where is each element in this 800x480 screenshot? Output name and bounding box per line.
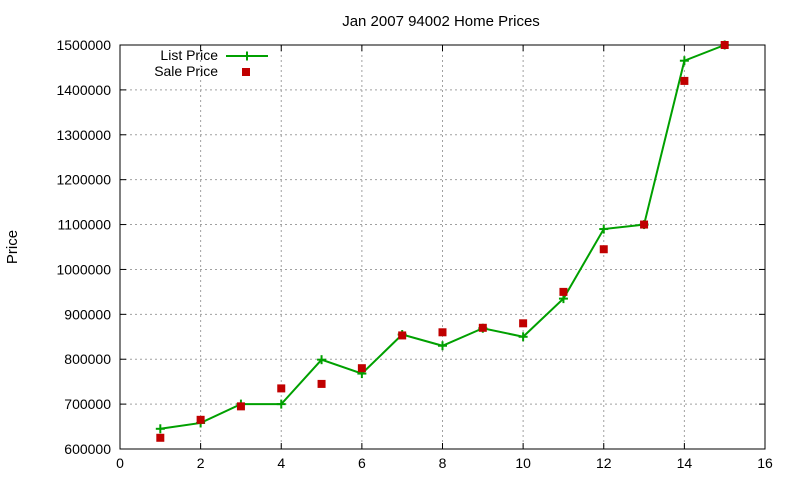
data-point-sale-price xyxy=(277,384,286,393)
y-tick-label: 1100000 xyxy=(58,217,112,233)
y-tick-label: 1200000 xyxy=(56,172,111,188)
x-tick-label: 12 xyxy=(596,455,612,471)
data-point-sale-price xyxy=(398,331,407,340)
y-tick-label: 1400000 xyxy=(56,82,111,98)
series-1 xyxy=(156,41,729,442)
y-tick-label: 1000000 xyxy=(56,261,111,277)
chart-title: Jan 2007 94002 Home Prices xyxy=(342,13,540,30)
y-axis-label: Price xyxy=(4,230,21,264)
y-tick-label: 600000 xyxy=(64,441,111,457)
data-point-list-price xyxy=(276,399,286,409)
data-point-sale-price xyxy=(519,319,528,328)
grid xyxy=(120,45,765,449)
x-tick-label: 16 xyxy=(757,455,773,471)
y-tick-label: 800000 xyxy=(64,351,111,367)
data-point-sale-price xyxy=(156,433,165,442)
x-tick-label: 8 xyxy=(439,455,447,471)
data-point-list-price xyxy=(317,355,327,365)
data-point-sale-price xyxy=(438,328,447,337)
data-point-list-price xyxy=(155,424,165,434)
data-point-sale-price xyxy=(599,245,608,254)
axis-ticks: 0 2 4 6 8 10 12 14 16 600000 700000 800000 900000 100… xyxy=(56,37,773,471)
y-tick-label: 700000 xyxy=(64,396,111,412)
data-point-sale-price xyxy=(478,323,487,332)
data-point-sale-price xyxy=(640,220,649,229)
legend-marker-sale-price xyxy=(242,68,250,76)
data-point-sale-price xyxy=(357,364,366,373)
data-point-list-price xyxy=(679,56,689,66)
data-point-list-price xyxy=(518,332,528,342)
x-tick-label: 10 xyxy=(515,455,531,471)
data-point-sale-price xyxy=(196,415,205,424)
x-tick-label: 6 xyxy=(358,455,366,471)
y-tick-label: 900000 xyxy=(64,306,111,322)
legend: List Price Sale Price xyxy=(154,47,268,79)
data-point-sale-price xyxy=(559,287,568,296)
data-point-sale-price xyxy=(720,41,729,49)
legend-label-sale-price: Sale Price xyxy=(154,63,218,79)
data-point-sale-price xyxy=(680,76,689,85)
legend-label-list-price: List Price xyxy=(160,47,218,63)
data-point-sale-price xyxy=(236,402,245,411)
x-tick-label: 14 xyxy=(677,455,693,471)
data-point-list-price xyxy=(599,224,609,234)
x-tick-label: 2 xyxy=(197,455,205,471)
series xyxy=(155,40,730,442)
y-tick-label: 1500000 xyxy=(56,37,111,53)
data-point-list-price xyxy=(438,341,447,351)
legend-marker-list-price xyxy=(242,51,252,61)
data-point-sale-price xyxy=(317,379,326,388)
x-tick-label: 4 xyxy=(277,455,285,471)
x-tick-label: 0 xyxy=(116,455,124,471)
y-tick-label: 1300000 xyxy=(56,127,111,143)
